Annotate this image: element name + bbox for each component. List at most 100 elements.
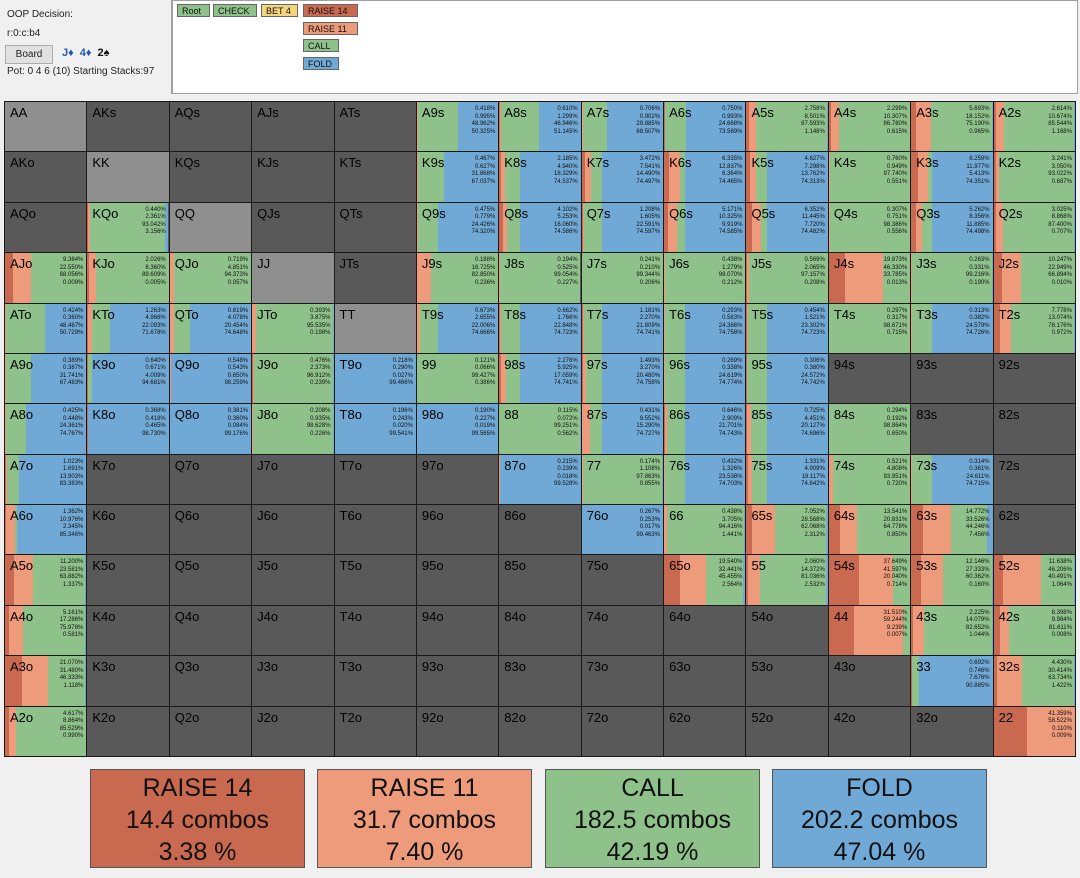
hand-cell-87s[interactable]: 0.431% 9.552% 15.290% 74.727% 87s [581,404,664,454]
summary-call[interactable]: CALL 182.5 combos 42.19 % [545,769,760,868]
hand-cell-t5s[interactable]: 0.454% 1.521% 23.302% 74.723% T5s [746,303,828,353]
hand-cell-t5o[interactable]: T5o [334,555,416,605]
hand-cell-64o[interactable]: 64o [664,605,746,656]
hand-cell-98s[interactable]: 2.276% 5.925% 17.059% 74.741% 98s [499,353,581,404]
hand-cell-22[interactable]: 41.359% 58.522% 0.110% 0.009% 22 [993,706,1075,756]
hand-cell-92o[interactable]: 92o [416,706,499,756]
hand-cell-62s[interactable]: 62s [993,505,1075,555]
hand-cell-a7o[interactable]: 1.023% 1.691% 13.903% 83.383% A7o [5,454,87,505]
hand-cell-t6o[interactable]: T6o [334,505,416,555]
hand-cell-76s[interactable]: 0.432% 1.326% 23.538% 74.703% 76s [664,454,746,505]
hand-cell-k3o[interactable]: K3o [87,656,169,706]
hand-cell-54s[interactable]: 37.649% 41.597% 20.040% 0.714% 54s [828,555,911,605]
hand-cell-q2o[interactable]: Q2o [169,706,252,756]
hand-cell-53o[interactable]: 53o [746,656,828,706]
hand-cell-42s[interactable]: 8.398% 9.984% 81.611% 0.008% 42s [993,605,1075,656]
hand-cell-q3o[interactable]: Q3o [169,656,252,706]
tree-node-raise-14[interactable]: RAISE 14 [303,4,358,17]
hand-cell-j8s[interactable]: 0.194% 0.525% 99.054% 0.227% J8s [499,253,581,303]
hand-cell-73o[interactable]: 73o [581,656,664,706]
hand-cell-42o[interactable]: 42o [828,706,911,756]
hand-cell-54o[interactable]: 54o [746,605,828,656]
hand-cell-86s[interactable]: 0.646% 2.909% 21.701% 74.743% 86s [664,404,746,454]
hand-cell-k9s[interactable]: 0.467% 0.627% 31.868% 67.037% K9s [416,152,499,202]
hand-cell-qto[interactable]: 0.819% 4.078% 20.454% 74.648% QTo [169,303,252,353]
board-button[interactable]: Board [5,45,53,64]
hand-cell-jts[interactable]: JTs [334,253,416,303]
hand-cell-k8o[interactable]: 0.368% 0.418% 0.465% 98.730% K8o [87,404,169,454]
hand-cell-aqo[interactable]: AQo [5,202,87,253]
hand-cell-jj[interactable]: JJ [252,253,334,303]
hand-cell-j9s[interactable]: 0.188% 16.725% 82.850% 0.236% J9s [416,253,499,303]
hand-cell-q6s[interactable]: 5.171% 10.325% 9.919% 74.585% Q6s [664,202,746,253]
hand-cell-66[interactable]: 0.438% 3.705% 94.416% 1.441% 66 [664,505,746,555]
hand-cell-j7o[interactable]: J7o [252,454,334,505]
hand-cell-93s[interactable]: 93s [911,353,993,404]
hand-cell-75o[interactable]: 75o [581,555,664,605]
hand-cell-k7s[interactable]: 3.472% 7.541% 14.490% 74.497% K7s [581,152,664,202]
hand-cell-k4o[interactable]: K4o [87,605,169,656]
hand-cell-55[interactable]: 2.060% 14.372% 81.036% 2.532% 55 [746,555,828,605]
hand-cell-t8o[interactable]: 0.196% 0.243% 0.020% 99.541% T8o [334,404,416,454]
hand-cell-74o[interactable]: 74o [581,605,664,656]
hand-cell-a5s[interactable]: 2.758% 8.501% 87.593% 1.148% A5s [746,102,828,152]
hand-cell-q3s[interactable]: 5.262% 8.356% 11.885% 74.498% Q3s [911,202,993,253]
hand-cell-t4s[interactable]: 0.297% 0.317% 98.671% 0.715% T4s [828,303,911,353]
hand-cell-q7o[interactable]: Q7o [169,454,252,505]
hand-cell-87o[interactable]: 0.215% 0.239% 0.018% 99.528% 87o [499,454,581,505]
hand-cell-93o[interactable]: 93o [416,656,499,706]
hand-cell-kk[interactable]: KK [87,152,169,202]
hand-cell-97o[interactable]: 97o [416,454,499,505]
hand-cell-k7o[interactable]: K7o [87,454,169,505]
hand-cell-k2s[interactable]: 3.241% 3.050% 93.022% 0.687% K2s [993,152,1075,202]
hand-cell-85o[interactable]: 85o [499,555,581,605]
hand-cell-k5o[interactable]: K5o [87,555,169,605]
hand-cell-j4o[interactable]: J4o [252,605,334,656]
hand-cell-43s[interactable]: 2.225% 14.079% 82.652% 1.044% 43s [911,605,993,656]
hand-cell-k6o[interactable]: K6o [87,505,169,555]
hand-cell-a7s[interactable]: 0.706% 0.902% 29.885% 68.507% A7s [581,102,664,152]
summary-raise-14[interactable]: RAISE 14 14.4 combos 3.38 % [90,769,305,868]
hand-cell-32o[interactable]: 32o [911,706,993,756]
hand-cell-97s[interactable]: 1.493% 3.270% 20.480% 74.758% 97s [581,353,664,404]
hand-cell-j3o[interactable]: J3o [252,656,334,706]
hand-cell-73s[interactable]: 0.314% 0.361% 24.611% 74.715% 73s [911,454,993,505]
hand-cell-a2s[interactable]: 2.614% 10.674% 85.544% 1.168% A2s [993,102,1075,152]
hand-cell-k8s[interactable]: 2.185% 4.940% 18.329% 74.537% K8s [499,152,581,202]
hand-cell-j5s[interactable]: 0.569% 2.065% 97.157% 0.208% J5s [746,253,828,303]
hand-cell-62o[interactable]: 62o [664,706,746,756]
hand-cell-33[interactable]: 0.692% 0.746% 7.676% 90.885% 33 [911,656,993,706]
hand-cell-k9o[interactable]: 0.640% 0.671% 4.009% 94.681% K9o [87,353,169,404]
hand-cell-t4o[interactable]: T4o [334,605,416,656]
hand-cell-k2o[interactable]: K2o [87,706,169,756]
hand-cell-aqs[interactable]: AQs [169,102,252,152]
hand-cell-k6s[interactable]: 6.335% 12.837% 6.364% 74.465% K6s [664,152,746,202]
hand-cell-ajs[interactable]: AJs [252,102,334,152]
hand-cell-tt[interactable]: TT [334,303,416,353]
hand-cell-a2o[interactable]: 4.617% 8.864% 85.529% 0.990% A2o [5,706,87,756]
hand-cell-j3s[interactable]: 0.263% 0.331% 99.216% 0.190% J3s [911,253,993,303]
hand-cell-k5s[interactable]: 4.627% 7.298% 13.762% 74.313% K5s [746,152,828,202]
hand-cell-j9o[interactable]: 0.476% 2.373% 96.912% 0.239% J9o [252,353,334,404]
hand-cell-a4s[interactable]: 2.299% 10.307% 86.780% 0.615% A4s [828,102,911,152]
hand-cell-t9o[interactable]: 0.218% 0.290% 0.027% 99.466% T9o [334,353,416,404]
hand-cell-84s[interactable]: 0.294% 0.192% 98.864% 0.650% 84s [828,404,911,454]
hand-cell-q8o[interactable]: 0.381% 0.360% 0.084% 99.176% Q8o [169,404,252,454]
hand-cell-q4o[interactable]: Q4o [169,605,252,656]
hand-cell-96o[interactable]: 96o [416,505,499,555]
hand-cell-32s[interactable]: 4.430% 30.414% 63.734% 1.422% 32s [993,656,1075,706]
hand-cell-j2o[interactable]: J2o [252,706,334,756]
hand-cell-44[interactable]: 31.510% 59.244% 9.239% 0.007% 44 [828,605,911,656]
hand-cell-75s[interactable]: 1.331% 4.909% 19.117% 74.642% 75s [746,454,828,505]
tree-node-raise-11[interactable]: RAISE 11 [303,22,358,35]
tree-node-fold[interactable]: FOLD [303,57,339,70]
hand-cell-t9s[interactable]: 0.673% 2.655% 22.006% 74.666% T9s [416,303,499,353]
hand-cell-74s[interactable]: 0.521% 4.808% 93.951% 0.720% 74s [828,454,911,505]
hand-cell-q2s[interactable]: 3.025% 8.868% 87.400% 0.707% Q2s [993,202,1075,253]
hand-cell-72s[interactable]: 72s [993,454,1075,505]
hand-cell-q6o[interactable]: Q6o [169,505,252,555]
hand-cell-65o[interactable]: 19.540% 32.441% 45.455% 2.564% 65o [664,555,746,605]
hand-cell-52o[interactable]: 52o [746,706,828,756]
hand-cell-t2s[interactable]: 7.778% 13.074% 78.176% 0.972% T2s [993,303,1075,353]
hand-cell-aks[interactable]: AKs [87,102,169,152]
